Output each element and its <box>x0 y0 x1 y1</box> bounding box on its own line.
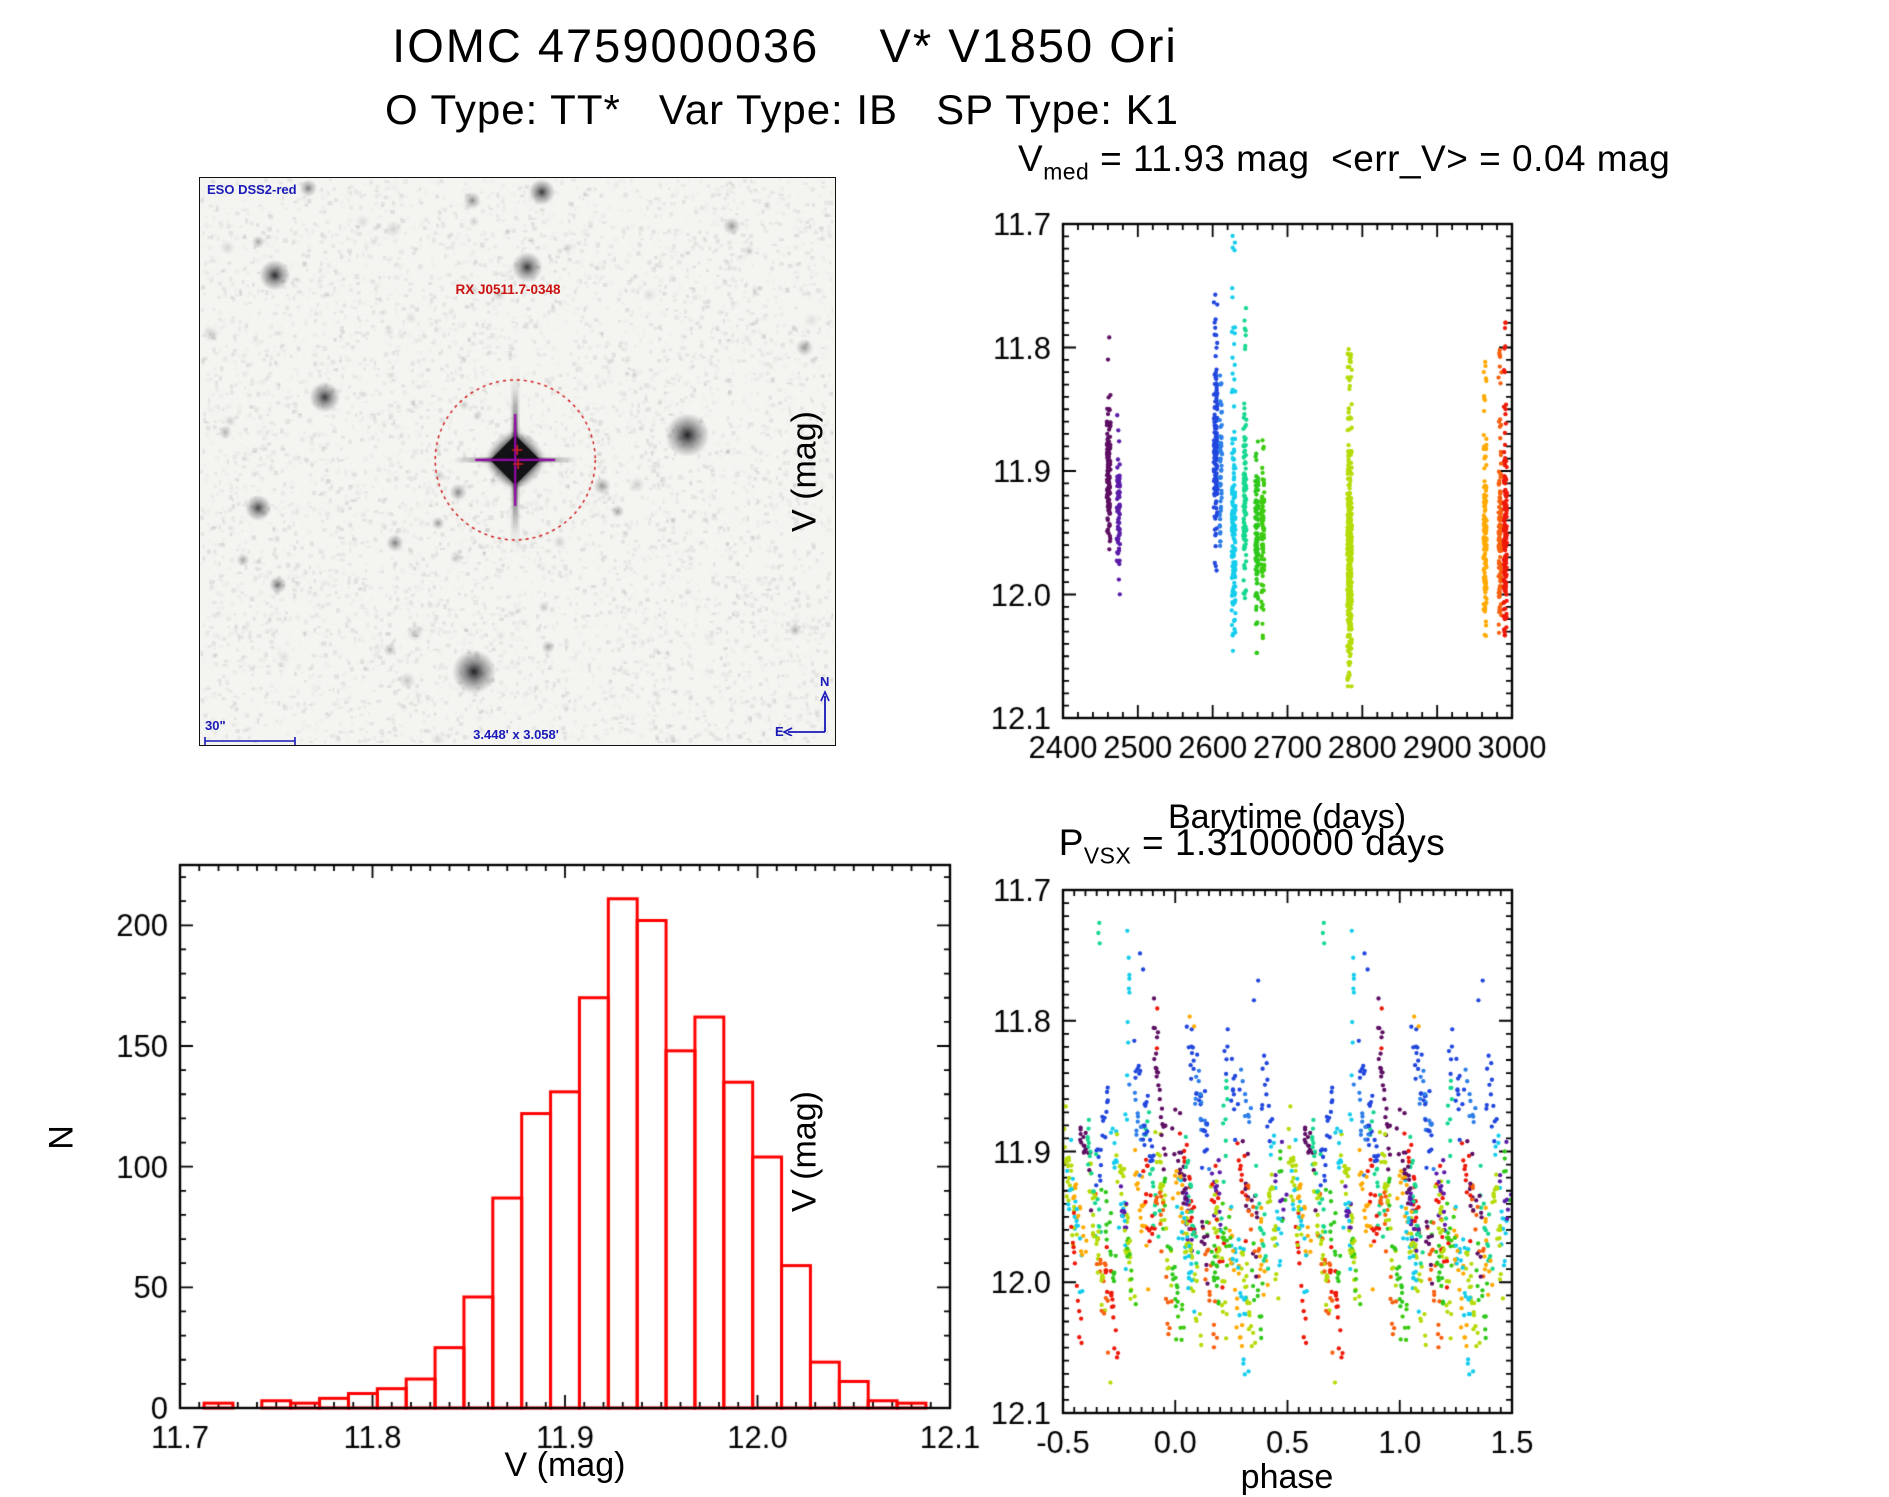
finder-chart-panel: ESO DSS2-red RX J0511.7-0348 30" 3.448' … <box>199 177 836 746</box>
scale-bar <box>204 737 296 745</box>
page-subtitle: O Type: TT* Var Type: IB SP Type: K1 <box>384 86 1180 133</box>
histogram-xlabel: V (mag) <box>504 1446 626 1484</box>
light-curve-ylabel: V (mag) <box>785 411 824 532</box>
light-curve-canvas <box>940 190 1580 850</box>
fov-size-label: 3.448' x 3.058' <box>473 727 559 742</box>
phase-curve-canvas <box>940 860 1580 1494</box>
compass-east-label: E <box>775 724 784 739</box>
light-curve-xlabel: Barytime (days) <box>1167 798 1407 836</box>
histogram-ylabel: N <box>42 1125 81 1150</box>
compass-north-label: N <box>820 674 830 689</box>
phase-curve-xlabel: phase <box>1240 1458 1334 1496</box>
phase-curve-title: PVSX = 1.3100000 days <box>1058 822 1446 869</box>
source-name-label: RX J0511.7-0348 <box>455 282 561 297</box>
light-curve-title: Vmed = 11.93 mag <err_V> = 0.04 mag <box>1018 138 1671 185</box>
survey-label: ESO DSS2-red <box>207 182 297 197</box>
histogram-canvas <box>50 840 990 1480</box>
scale-bar-label: 30" <box>205 718 226 733</box>
compass-arrows-icon <box>782 690 830 736</box>
phase-curve-ylabel: V (mag) <box>785 1091 824 1212</box>
page-title: IOMC 4759000036 V* V1850 Ori <box>392 19 1178 72</box>
finder-chart-canvas <box>200 178 833 743</box>
